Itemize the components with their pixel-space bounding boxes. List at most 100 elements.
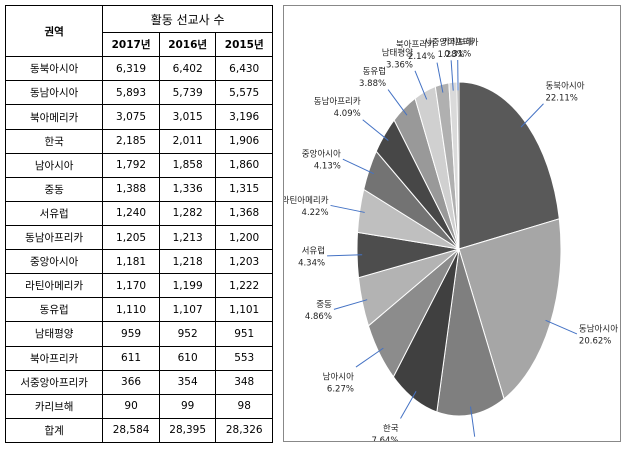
table-row: 동북아시아 6,319 6,402 6,430 bbox=[4, 56, 273, 82]
group-header: 활동 선교사 수 bbox=[102, 4, 273, 34]
region-name: 서유럽 bbox=[4, 200, 104, 227]
table-row: 서유럽 1,240 1,282 1,368 bbox=[4, 200, 273, 227]
cell: 1,200 bbox=[215, 224, 273, 251]
cell: 1,213 bbox=[158, 224, 217, 251]
data-table: 권역 활동 선교사 수 2017년 2016년 2015년 동북아시아 6,319 6,… bbox=[4, 4, 273, 444]
cell: 1,368 bbox=[215, 200, 273, 227]
cell: 610 bbox=[158, 345, 217, 371]
cell: 1,240 bbox=[102, 200, 160, 227]
region-name: 라틴아메리카 bbox=[4, 273, 104, 299]
cell: 348 bbox=[215, 369, 273, 395]
cell: 28,584 bbox=[102, 417, 160, 444]
table-row: 남아시아 1,792 1,858 1,860 bbox=[4, 152, 273, 178]
cell: 6,430 bbox=[215, 56, 273, 82]
cell: 952 bbox=[158, 321, 217, 347]
slice-label: 서중앙아프리카 bbox=[424, 37, 479, 48]
table-row: 한국 2,185 2,011 1,906 bbox=[4, 128, 273, 154]
region-name: 북아메리카 bbox=[4, 104, 104, 130]
table-row: 중동 1,388 1,336 1,315 bbox=[4, 176, 273, 202]
slice-value-label: 1.28% bbox=[438, 50, 465, 60]
table-row: 라틴아메리카 1,170 1,199 1,222 bbox=[4, 273, 273, 299]
cell: 1,906 bbox=[215, 128, 273, 154]
pie-slice bbox=[458, 218, 562, 400]
cell: 959 bbox=[102, 321, 160, 347]
cell: 2,011 bbox=[158, 128, 217, 154]
slice-value-label: 2.14% bbox=[408, 52, 435, 62]
leader-line bbox=[520, 103, 544, 128]
cell: 1,170 bbox=[102, 273, 160, 299]
year-header: 2016년 bbox=[158, 32, 217, 58]
slice-value-label: 4.86% bbox=[305, 312, 332, 322]
cell: 354 bbox=[158, 369, 217, 395]
cell: 5,893 bbox=[102, 80, 160, 106]
year-row: 2017년 2016년 2015년 bbox=[6, 32, 273, 58]
slice-label: 한국 bbox=[383, 424, 399, 434]
leader-line bbox=[414, 70, 428, 100]
slice-value-label: 7.64% bbox=[372, 436, 399, 441]
slice-value-label: 3.88% bbox=[359, 79, 386, 89]
slice-label: 동남아프리카 bbox=[314, 96, 361, 107]
slice-value-label: 4.13% bbox=[314, 162, 341, 172]
slice-label: 동유럽 bbox=[363, 67, 386, 77]
table-row: 서중앙아프리카 366 354 348 bbox=[4, 369, 273, 395]
region-name: 동북아시아 bbox=[4, 56, 104, 82]
cell: 1,101 bbox=[215, 297, 273, 323]
leader-line bbox=[330, 204, 365, 213]
cell: 1,203 bbox=[215, 249, 273, 275]
header-row: 권역 활동 선교사 수 bbox=[4, 4, 273, 58]
region-name: 서중앙아프리카 bbox=[4, 369, 104, 395]
table-row: 북아프리카 611 610 553 bbox=[4, 345, 273, 371]
cell: 28,395 bbox=[158, 417, 217, 444]
leader-line bbox=[436, 62, 444, 93]
region-name: 남아시아 bbox=[4, 152, 104, 178]
cell: 1,222 bbox=[215, 273, 273, 299]
region-name: 동남아시아 bbox=[4, 80, 104, 106]
slice-value-label: 0.31% bbox=[444, 50, 471, 60]
region-name: 합계 bbox=[4, 417, 104, 444]
slice-value-label: 4.09% bbox=[334, 109, 361, 119]
table-row: 중앙아시아 1,181 1,218 1,203 bbox=[4, 249, 273, 275]
region-name: 중동 bbox=[4, 176, 104, 202]
slice-label: 동북아시아 bbox=[545, 80, 584, 91]
slice-label: 남아시아 bbox=[323, 372, 354, 383]
cell: 1,315 bbox=[215, 176, 273, 202]
pie-chart: 동북아시아22.11%동남아시아20.62%북아메리카10.76%한국7.64%… bbox=[282, 37, 619, 449]
cell: 1,218 bbox=[158, 249, 217, 275]
leader-line bbox=[450, 60, 454, 91]
region-name: 한국 bbox=[4, 128, 104, 154]
cell: 3,196 bbox=[215, 104, 273, 130]
cell: 1,107 bbox=[158, 297, 217, 323]
slice-value-label: 22.11% bbox=[545, 93, 577, 103]
slice-value-label: 6.27% bbox=[327, 385, 354, 395]
cell: 28,326 bbox=[215, 417, 273, 444]
table-row: 남태평양 959 952 951 bbox=[4, 321, 273, 347]
cell: 1,282 bbox=[158, 200, 217, 227]
cell: 366 bbox=[102, 369, 160, 395]
leader-line bbox=[362, 119, 389, 141]
cell: 1,110 bbox=[102, 297, 160, 323]
region-name: 동유럽 bbox=[4, 297, 104, 323]
table-row: 북아메리카 3,075 3,015 3,196 bbox=[4, 104, 273, 130]
table-row: 카리브해 90 99 98 bbox=[4, 393, 273, 419]
slice-label: 라틴아메리카 bbox=[284, 195, 329, 206]
pie-slice bbox=[458, 81, 560, 250]
cell: 5,575 bbox=[215, 80, 273, 106]
cell: 1,336 bbox=[158, 176, 217, 202]
region-name: 동남아프리카 bbox=[4, 224, 104, 251]
cell: 3,075 bbox=[102, 104, 160, 130]
slice-value-label: 4.34% bbox=[298, 258, 325, 268]
cell: 1,199 bbox=[158, 273, 217, 299]
leader-line bbox=[342, 158, 374, 175]
cell: 90 bbox=[102, 393, 160, 419]
leader-line bbox=[400, 390, 417, 419]
cell: 553 bbox=[215, 345, 273, 371]
cell: 6,319 bbox=[102, 56, 160, 82]
cell: 1,205 bbox=[102, 224, 160, 251]
cell: 1,858 bbox=[158, 152, 217, 178]
table-row: 합계 28,584 28,395 28,326 bbox=[4, 417, 273, 444]
table-row: 동유럽 1,110 1,107 1,101 bbox=[4, 297, 273, 323]
cell: 1,181 bbox=[102, 249, 160, 275]
leader-line bbox=[327, 254, 363, 257]
chart-panel: 동북아시아22.11%동남아시아20.62%북아메리카10.76%한국7.64%… bbox=[282, 5, 621, 449]
